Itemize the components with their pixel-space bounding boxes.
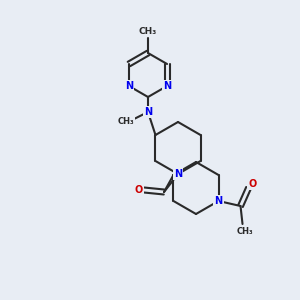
Text: N: N bbox=[144, 107, 152, 117]
Text: N: N bbox=[214, 196, 223, 206]
Text: CH₃: CH₃ bbox=[236, 227, 253, 236]
Text: CH₃: CH₃ bbox=[139, 26, 157, 35]
Text: N: N bbox=[163, 81, 171, 91]
Text: N: N bbox=[125, 81, 133, 91]
Text: O: O bbox=[248, 179, 256, 189]
Text: O: O bbox=[135, 185, 143, 195]
Text: CH₃: CH₃ bbox=[118, 116, 134, 125]
Text: N: N bbox=[174, 169, 182, 179]
